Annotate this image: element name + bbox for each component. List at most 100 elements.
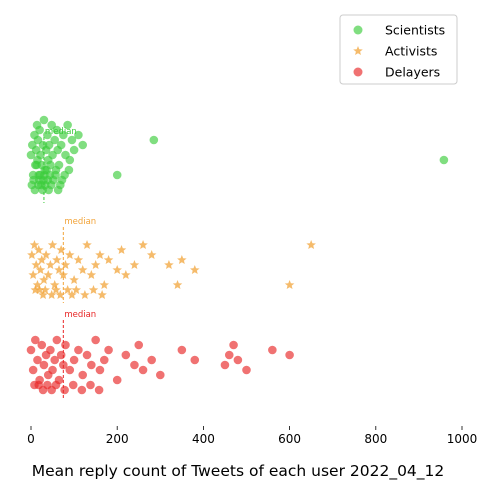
activists-point: [80, 290, 90, 300]
delayers-point: [69, 355, 79, 365]
activists-point: [67, 290, 77, 300]
delayers-point: [33, 355, 42, 365]
activists-point: [284, 280, 295, 290]
legend-marker-activists: [353, 46, 363, 56]
scientists-point: [44, 140, 54, 150]
legend-marker-delayers: [353, 67, 363, 77]
delayers-point: [268, 345, 277, 355]
activists-point: [31, 260, 41, 270]
activists-point: [103, 255, 114, 265]
scientists-point: [112, 170, 122, 180]
delayers-point: [50, 355, 60, 365]
delayers-point: [82, 350, 92, 360]
delayers-point: [220, 360, 230, 370]
activists-point: [73, 255, 84, 265]
delayers-point: [147, 355, 156, 365]
x-tick-label: 1000: [447, 432, 478, 446]
delayers-point: [52, 335, 62, 345]
activists-point: [51, 285, 61, 295]
delayers-point: [68, 380, 78, 390]
scientists-median-label: median: [45, 127, 77, 137]
delayers-point: [156, 370, 165, 380]
delayers-point: [224, 350, 234, 360]
activists-point: [30, 285, 41, 295]
x-axis: 0 200 400 600 800 1000 Mean reply count of Twe…: [27, 426, 477, 481]
activists-point: [47, 240, 58, 250]
activists-point: [164, 260, 174, 270]
activists-point: [54, 265, 64, 275]
scientists-point: [69, 145, 79, 155]
delayers-point: [39, 360, 49, 370]
activists-point: [52, 255, 62, 265]
x-tick-label: 800: [364, 432, 387, 446]
scientists-point: [51, 170, 60, 180]
delayers-point: [77, 385, 87, 395]
scientists-point: [39, 115, 49, 125]
activists-point: [95, 250, 105, 260]
delayers-point: [46, 345, 55, 355]
delayers-point: [86, 380, 95, 390]
activists-point: [32, 280, 43, 290]
delayers-point: [91, 335, 100, 345]
scientists-point: [149, 135, 159, 145]
activists-point: [129, 260, 140, 270]
delayers-point: [78, 370, 88, 380]
delayers-point: [94, 385, 104, 395]
activists-median-label: median: [64, 217, 96, 227]
scientists-point: [35, 125, 44, 135]
x-tick-label: 400: [192, 432, 215, 446]
activists-point: [28, 270, 38, 280]
activists-point: [97, 290, 107, 300]
scientists-point: [52, 125, 62, 135]
delayers-point: [51, 380, 61, 390]
activists-point: [69, 275, 79, 285]
x-tick-label: 0: [27, 432, 35, 446]
activists-point: [27, 250, 37, 260]
activists-point: [71, 285, 82, 295]
delayers-point: [233, 355, 243, 365]
x-tick-label: 600: [278, 432, 301, 446]
delayers-median-label: median: [64, 310, 96, 320]
activists-point: [38, 290, 48, 300]
delayers-point: [31, 335, 40, 345]
activists-point: [82, 240, 92, 250]
activists-point: [60, 260, 71, 270]
scientists-point: [43, 130, 52, 140]
delayers-point: [138, 365, 148, 375]
scientists-point: [78, 140, 88, 150]
activists-point: [34, 245, 44, 255]
activists-point: [306, 240, 316, 250]
activists-point: [138, 240, 148, 250]
scientists-point: [32, 160, 41, 170]
delayers-point: [56, 350, 66, 360]
scientists-point: [65, 155, 75, 165]
legend-label-activists: Activists: [385, 44, 437, 59]
activists-point: [146, 250, 157, 260]
legend-box: [339, 14, 458, 85]
scientists-point: [439, 155, 449, 165]
delayers-point: [28, 365, 38, 375]
activists-point: [35, 265, 46, 275]
activists-point: [43, 270, 53, 280]
scientists-point: [74, 130, 83, 140]
delayers-point: [99, 355, 109, 365]
legend-marker-scientists: [353, 25, 363, 35]
activists-point: [34, 285, 45, 295]
activists-point: [55, 290, 66, 300]
activists-point: [37, 255, 47, 265]
legend: Scientists Activists Delayers: [339, 14, 458, 85]
x-axis-label: Mean reply count of Tweets of each user …: [32, 462, 445, 481]
activists-point: [62, 285, 73, 295]
plot-area: median median median: [26, 115, 449, 398]
activists-point: [99, 280, 110, 290]
scientists-point: [67, 135, 77, 145]
scientists-point: [64, 165, 74, 175]
activists-point: [49, 280, 60, 290]
delayers-point: [130, 360, 139, 370]
activists-point: [77, 265, 88, 275]
delayers-point: [65, 365, 75, 375]
delayers-point: [190, 355, 200, 365]
activists-point: [29, 240, 40, 250]
delayers-point: [242, 365, 251, 375]
